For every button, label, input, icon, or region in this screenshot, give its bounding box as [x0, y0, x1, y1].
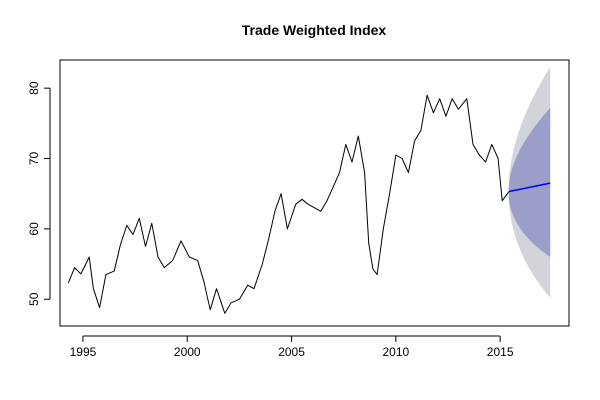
forecast-mean-line [508, 182, 551, 193]
y-axis: 50 60 70 80 [27, 81, 51, 306]
x-axis: 1995 2000 2005 2010 2015 [70, 335, 514, 359]
forecast-series-group [508, 182, 551, 193]
x-tick-label: 2000 [174, 345, 201, 359]
chart-title: Trade Weighted Index [242, 22, 387, 38]
history-series-group [67, 94, 509, 314]
plot-area-frame [59, 59, 570, 327]
x-tick-label: 2015 [487, 345, 514, 359]
y-tick-label: 70 [27, 152, 41, 166]
y-tick-label: 80 [27, 81, 41, 95]
band-80-group [508, 107, 551, 258]
x-tick-label: 2005 [278, 345, 305, 359]
prediction-interval-80 [508, 107, 551, 258]
y-tick-label: 60 [27, 222, 41, 236]
x-tick-label: 1995 [70, 345, 97, 359]
x-tick-label: 2010 [383, 345, 410, 359]
history-line [67, 94, 509, 314]
y-tick-label: 50 [27, 292, 41, 306]
